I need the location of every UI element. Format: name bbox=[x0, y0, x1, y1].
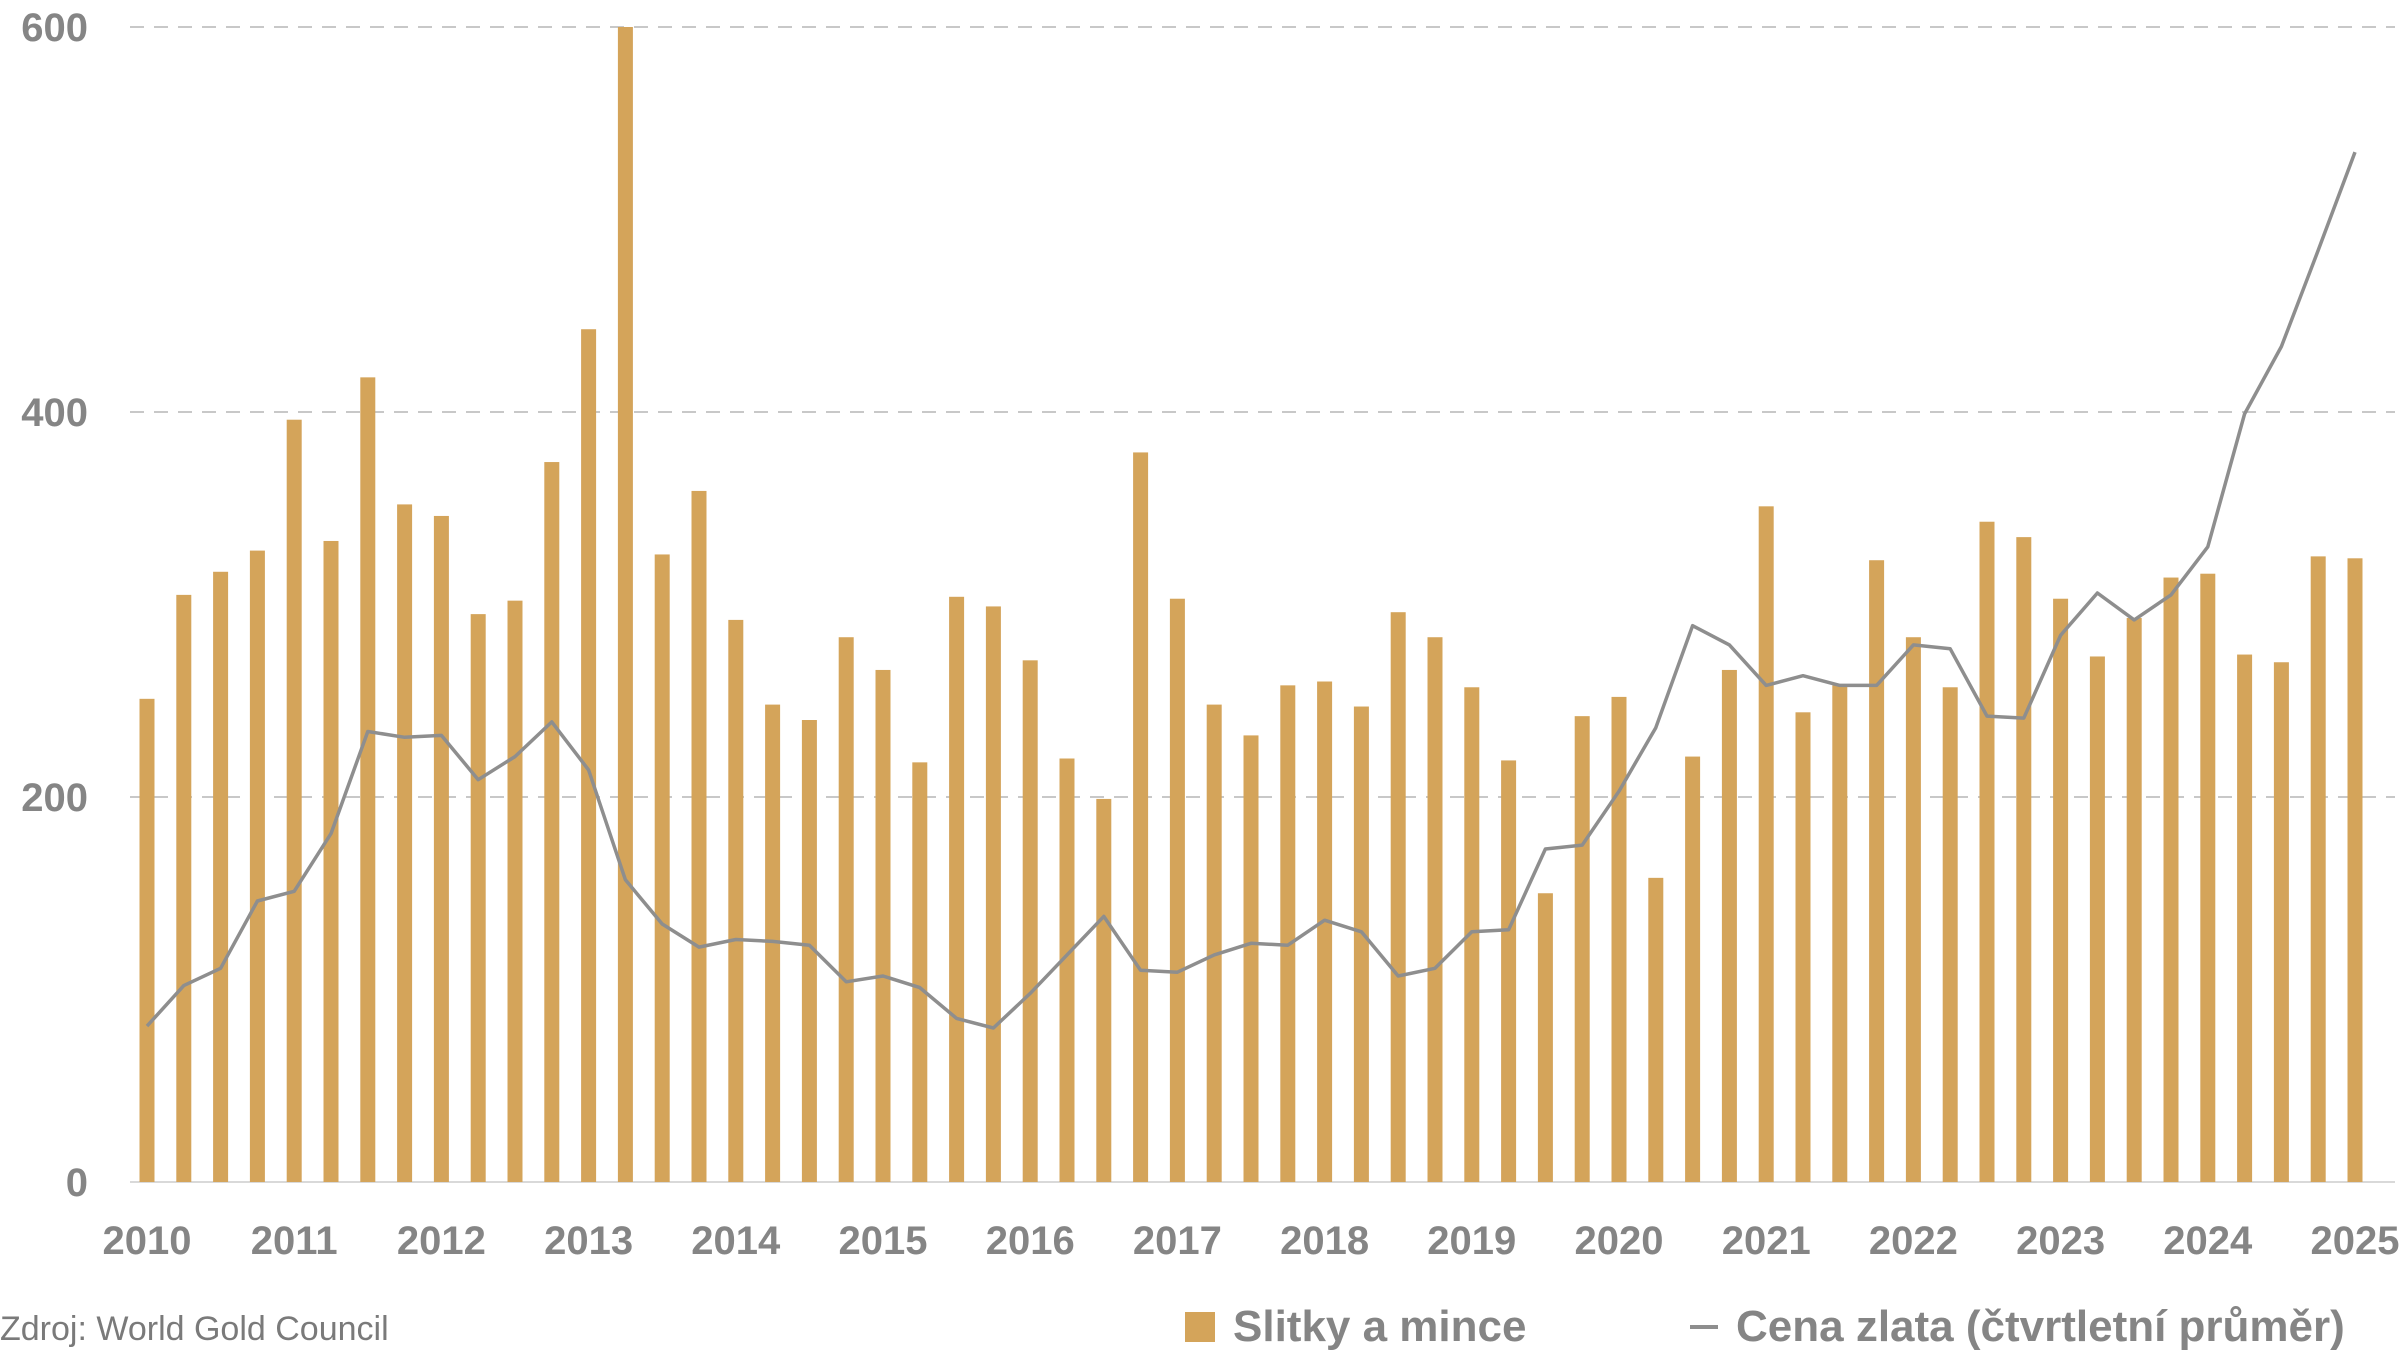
y-tick-label: 600 bbox=[21, 6, 88, 50]
bar bbox=[213, 571, 229, 1182]
bar bbox=[728, 619, 744, 1182]
bar bbox=[1169, 598, 1185, 1182]
x-tick-label: 2019 bbox=[1427, 1219, 1516, 1263]
bar bbox=[176, 594, 192, 1182]
bar bbox=[581, 329, 597, 1183]
bar bbox=[985, 606, 1001, 1182]
bar bbox=[1390, 612, 1406, 1182]
x-tick-label: 2013 bbox=[544, 1219, 633, 1263]
legend-bars-label: Slitky a mince bbox=[1233, 1302, 1527, 1351]
bar bbox=[2200, 573, 2216, 1182]
bar bbox=[801, 720, 817, 1182]
bar bbox=[1206, 704, 1222, 1182]
bar bbox=[617, 27, 633, 1182]
bar bbox=[838, 637, 854, 1182]
source-note: Zdroj: World Gold Council bbox=[0, 1310, 389, 1348]
x-tick-label: 2023 bbox=[2016, 1219, 2105, 1263]
bar bbox=[765, 704, 781, 1182]
bar bbox=[2273, 662, 2289, 1182]
legend-item-bars: Slitky a mince bbox=[1185, 1302, 1526, 1352]
bar bbox=[1501, 760, 1517, 1182]
bar bbox=[1721, 669, 1737, 1182]
x-tick-label: 2022 bbox=[1869, 1219, 1958, 1263]
price-line bbox=[145, 151, 2357, 1030]
x-tick-label: 2018 bbox=[1280, 1219, 1369, 1263]
bar bbox=[654, 554, 670, 1182]
legend-line-label: Cena zlata (čtvrtletní průměr) bbox=[1736, 1302, 2345, 1351]
bar bbox=[2347, 558, 2363, 1182]
bar bbox=[1795, 712, 1811, 1182]
bar bbox=[1059, 758, 1075, 1182]
bar bbox=[1537, 893, 1553, 1182]
bar bbox=[2089, 656, 2105, 1182]
bar bbox=[1905, 637, 1921, 1182]
x-tick-label: 2010 bbox=[103, 1219, 192, 1263]
bar bbox=[1611, 696, 1627, 1182]
legend-item-line: Cena zlata (čtvrtletní průměr) bbox=[1690, 1302, 2345, 1352]
bar bbox=[507, 600, 523, 1182]
bar bbox=[2237, 654, 2253, 1182]
bar bbox=[397, 504, 413, 1182]
bar bbox=[1022, 660, 1038, 1182]
bar bbox=[2053, 598, 2069, 1182]
bar bbox=[1574, 716, 1590, 1182]
x-tick-label: 2014 bbox=[691, 1219, 781, 1263]
x-tick-label: 2011 bbox=[251, 1219, 338, 1263]
bar bbox=[1353, 706, 1369, 1182]
bar bbox=[1096, 798, 1112, 1182]
bar bbox=[139, 698, 155, 1182]
x-tick-label: 2016 bbox=[986, 1219, 1075, 1263]
y-tick-label: 400 bbox=[21, 391, 88, 435]
bar bbox=[2310, 556, 2326, 1182]
bar bbox=[1427, 637, 1443, 1182]
x-tick-label: 2024 bbox=[2163, 1219, 2253, 1263]
bar bbox=[323, 540, 339, 1182]
bar bbox=[1758, 506, 1774, 1182]
legend-line-swatch bbox=[1690, 1325, 1718, 1329]
bar bbox=[286, 419, 302, 1182]
bar bbox=[1832, 685, 1848, 1182]
bar bbox=[360, 377, 376, 1183]
bar bbox=[1317, 681, 1333, 1182]
bar bbox=[1979, 521, 1995, 1182]
bar bbox=[249, 550, 265, 1182]
bar bbox=[2016, 537, 2032, 1182]
x-tick-label: 2012 bbox=[397, 1219, 486, 1263]
bar bbox=[2163, 577, 2179, 1182]
bar bbox=[949, 596, 965, 1182]
line-series-cena-zlata bbox=[145, 151, 2357, 1030]
x-tick-label: 2015 bbox=[839, 1219, 928, 1263]
bar bbox=[433, 515, 449, 1182]
bar bbox=[912, 762, 928, 1182]
bar bbox=[470, 614, 486, 1182]
x-tick-label: 2025 bbox=[2311, 1219, 2400, 1263]
bar bbox=[2126, 617, 2142, 1182]
y-tick-label: 200 bbox=[21, 776, 88, 820]
legend-bar-swatch bbox=[1185, 1312, 1215, 1342]
bar bbox=[875, 669, 891, 1182]
y-tick-label: 0 bbox=[66, 1161, 88, 1205]
bar bbox=[1648, 877, 1664, 1182]
bar bbox=[1685, 756, 1701, 1182]
x-tick-label: 2021 bbox=[1722, 1219, 1811, 1263]
x-tick-label: 2020 bbox=[1575, 1219, 1664, 1263]
bar-series-slitky-a-mince bbox=[139, 27, 2363, 1183]
bar bbox=[1942, 687, 1958, 1182]
bar bbox=[544, 462, 560, 1182]
bar bbox=[691, 490, 707, 1182]
bar bbox=[1464, 687, 1480, 1182]
x-axis: 2010 2011 2012 2013 2014 2015 2016 2017 2018 2019… bbox=[103, 1219, 2400, 1263]
y-axis: 0 200 400 600 bbox=[21, 6, 88, 1205]
bar bbox=[1133, 452, 1149, 1182]
bar bbox=[1280, 685, 1296, 1182]
bar bbox=[1869, 560, 1885, 1182]
bar bbox=[1243, 735, 1259, 1182]
x-tick-label: 2017 bbox=[1133, 1219, 1222, 1263]
